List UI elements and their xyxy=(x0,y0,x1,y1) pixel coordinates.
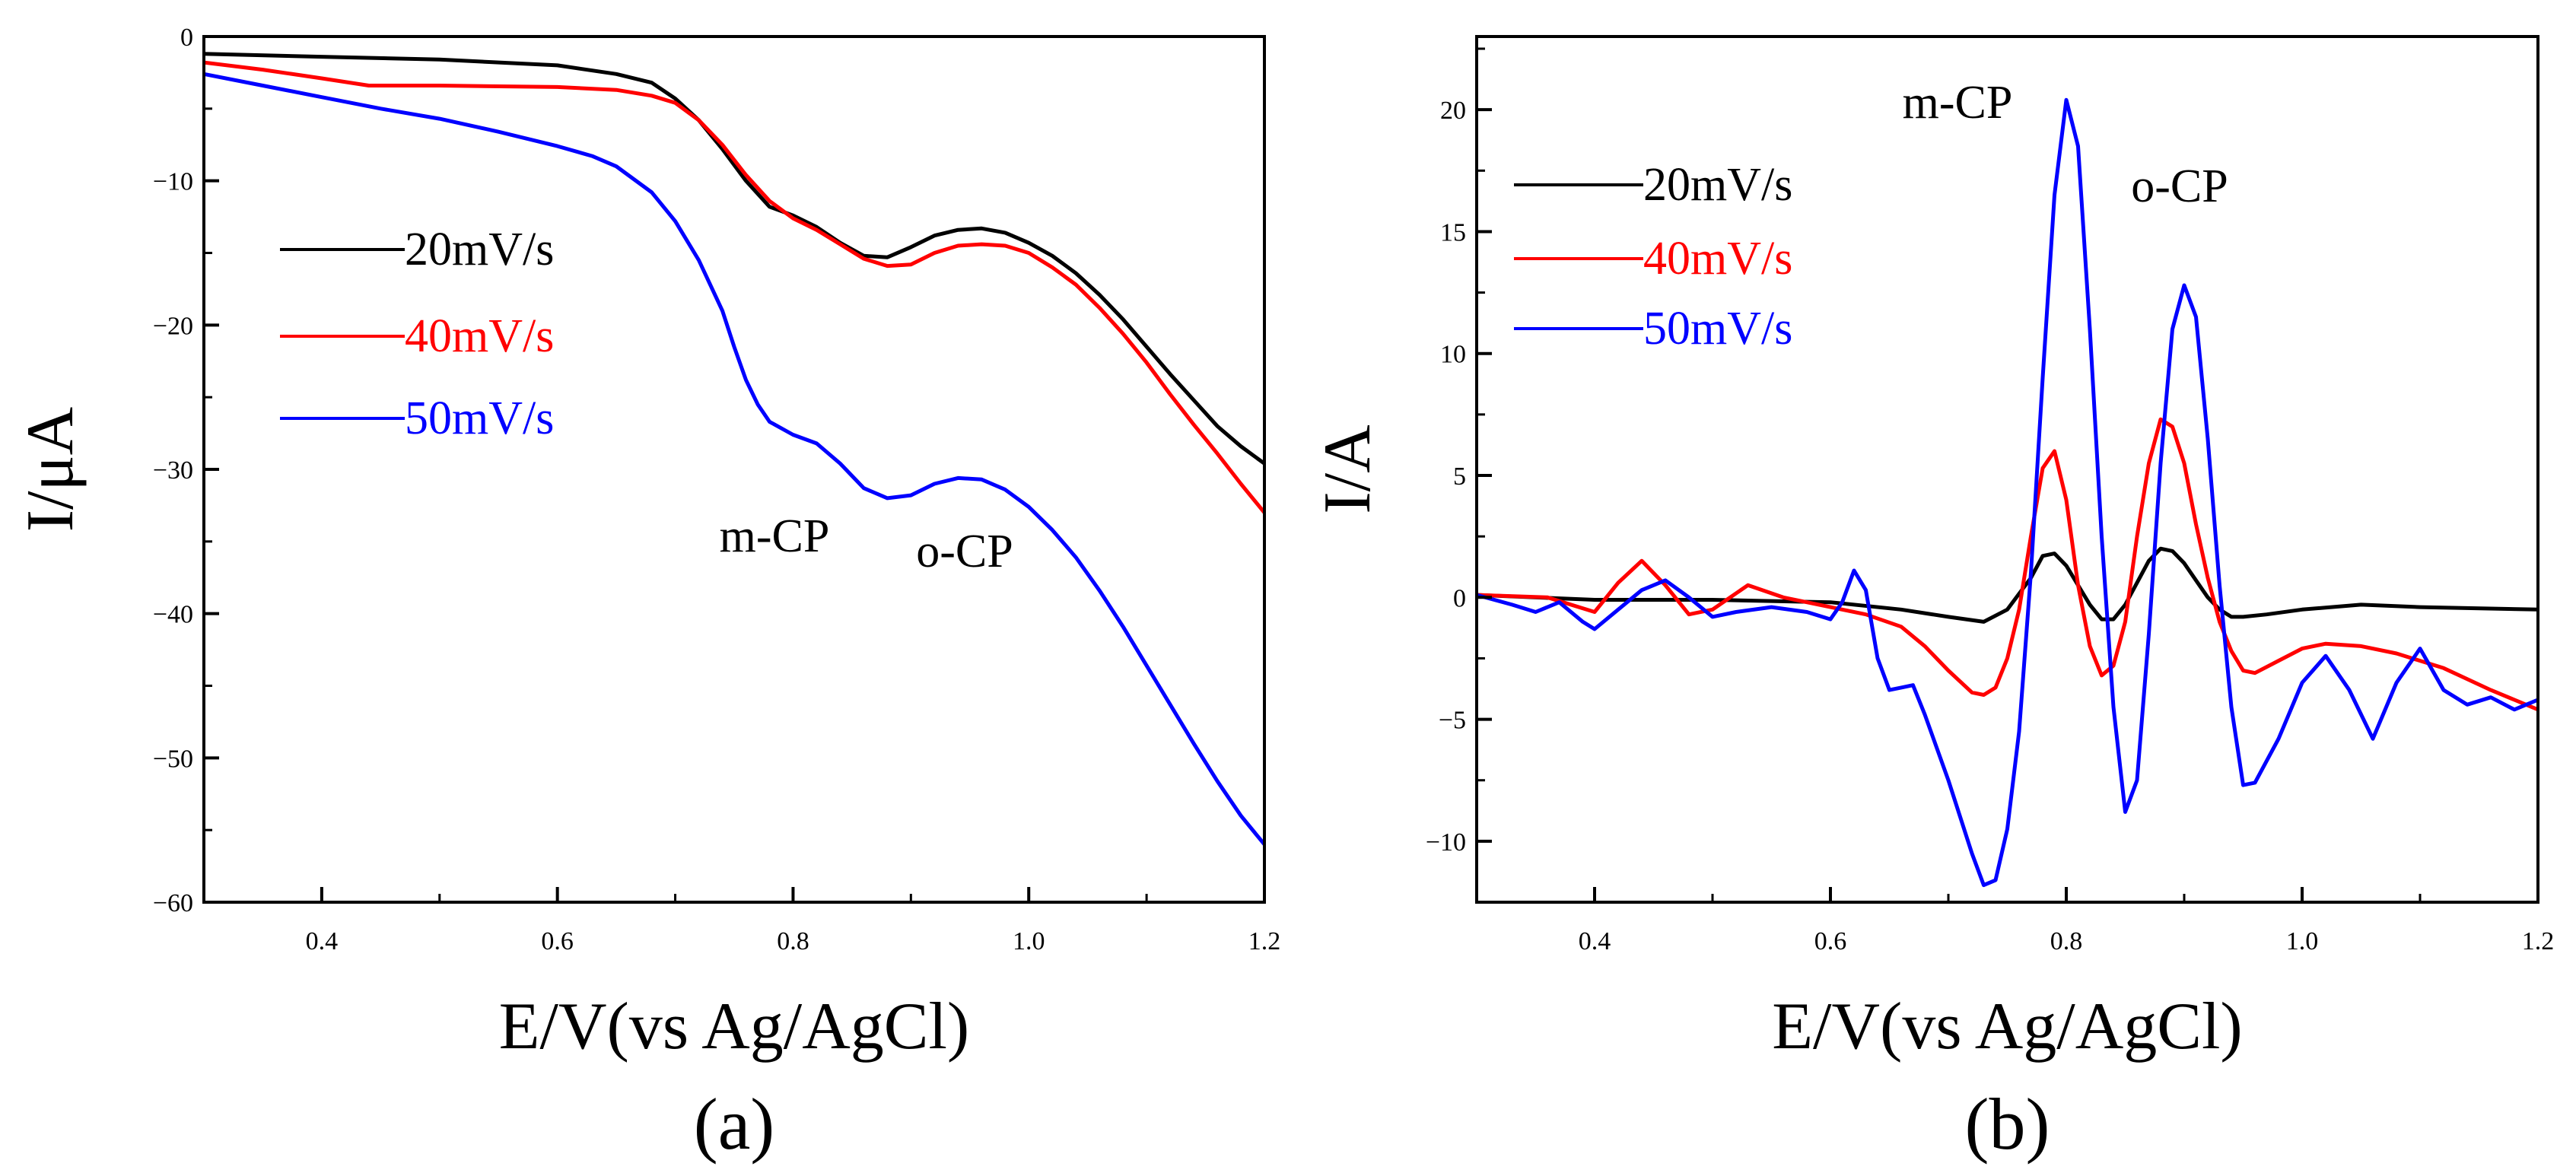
series-line-40mV-s xyxy=(204,60,1264,514)
peak-annotation: o-CP xyxy=(916,526,1013,577)
y-tick-label: −10 xyxy=(1426,828,1466,857)
legend-label: 50mV/s xyxy=(1643,303,1792,354)
y-tick-label: 5 xyxy=(1453,463,1466,491)
legend-label: 50mV/s xyxy=(405,393,554,444)
x-tick-label: 0.8 xyxy=(777,927,809,955)
y-tick-label: −40 xyxy=(153,601,193,629)
legend-label: 40mV/s xyxy=(405,310,554,362)
series-line-20mV-s xyxy=(1477,546,2538,624)
x-axis-label: E/V(vs Ag/AgCl) xyxy=(1772,990,2242,1063)
panel-label: (b) xyxy=(1965,1083,2050,1165)
y-tick-label: 15 xyxy=(1440,218,1466,246)
y-tick-label: −60 xyxy=(153,889,193,917)
y-tick-label: −30 xyxy=(153,456,193,485)
plot-frame xyxy=(1475,35,2539,904)
y-tick-label: −50 xyxy=(153,745,193,773)
panel-a-chart: 0.4 0.6 0.8 1.0 1.2 0 −10 −20 −30 −40 −50 −60 E/V(vs… xyxy=(14,24,1280,1165)
x-tick-label: 1.2 xyxy=(2522,927,2555,955)
y-axis-label: I/A xyxy=(1311,424,1385,513)
x-tick-label: 0.4 xyxy=(306,927,339,955)
y-tick-label: 20 xyxy=(1440,97,1466,125)
y-tick-label: −5 xyxy=(1439,707,1466,735)
y-tick-label: 10 xyxy=(1440,341,1466,369)
peak-annotation: o-CP xyxy=(2131,161,2228,212)
peak-annotation: m-CP xyxy=(1903,77,2013,129)
x-tick-label: 0.6 xyxy=(541,927,574,955)
y-tick-label: −10 xyxy=(153,168,193,196)
y-tick-label: 0 xyxy=(1453,584,1466,612)
y-tick-label: 0 xyxy=(180,24,193,52)
series-line-20mV-s xyxy=(204,52,1264,466)
x-tick-label: 0.4 xyxy=(1579,927,1611,955)
peak-annotation: m-CP xyxy=(720,510,830,562)
x-tick-label: 0.8 xyxy=(2050,927,2083,955)
legend-label: 20mV/s xyxy=(405,224,554,275)
series-line-50mV-s xyxy=(204,72,1264,846)
x-tick-label: 1.0 xyxy=(2286,927,2319,955)
series-line-50mV-s xyxy=(1477,97,2538,888)
y-tick-label: −20 xyxy=(153,312,193,340)
x-tick-label: 0.6 xyxy=(1814,927,1847,955)
panel-label: (a) xyxy=(694,1083,775,1165)
legend-label: 40mV/s xyxy=(1643,233,1792,285)
x-tick-label: 1.0 xyxy=(1013,927,1045,955)
y-axis-label: I/μA xyxy=(14,407,87,532)
x-tick-label: 1.2 xyxy=(1248,927,1281,955)
series-line-40mV-s xyxy=(1477,417,2538,712)
legend-label: 20mV/s xyxy=(1643,159,1792,211)
x-axis-label: E/V(vs Ag/AgCl) xyxy=(499,990,969,1063)
panel-b-chart: 0.4 0.6 0.8 1.0 1.2 −10 −5 0 5 10 15 20 E/V(vs Ag/Ag… xyxy=(1311,35,2555,1165)
